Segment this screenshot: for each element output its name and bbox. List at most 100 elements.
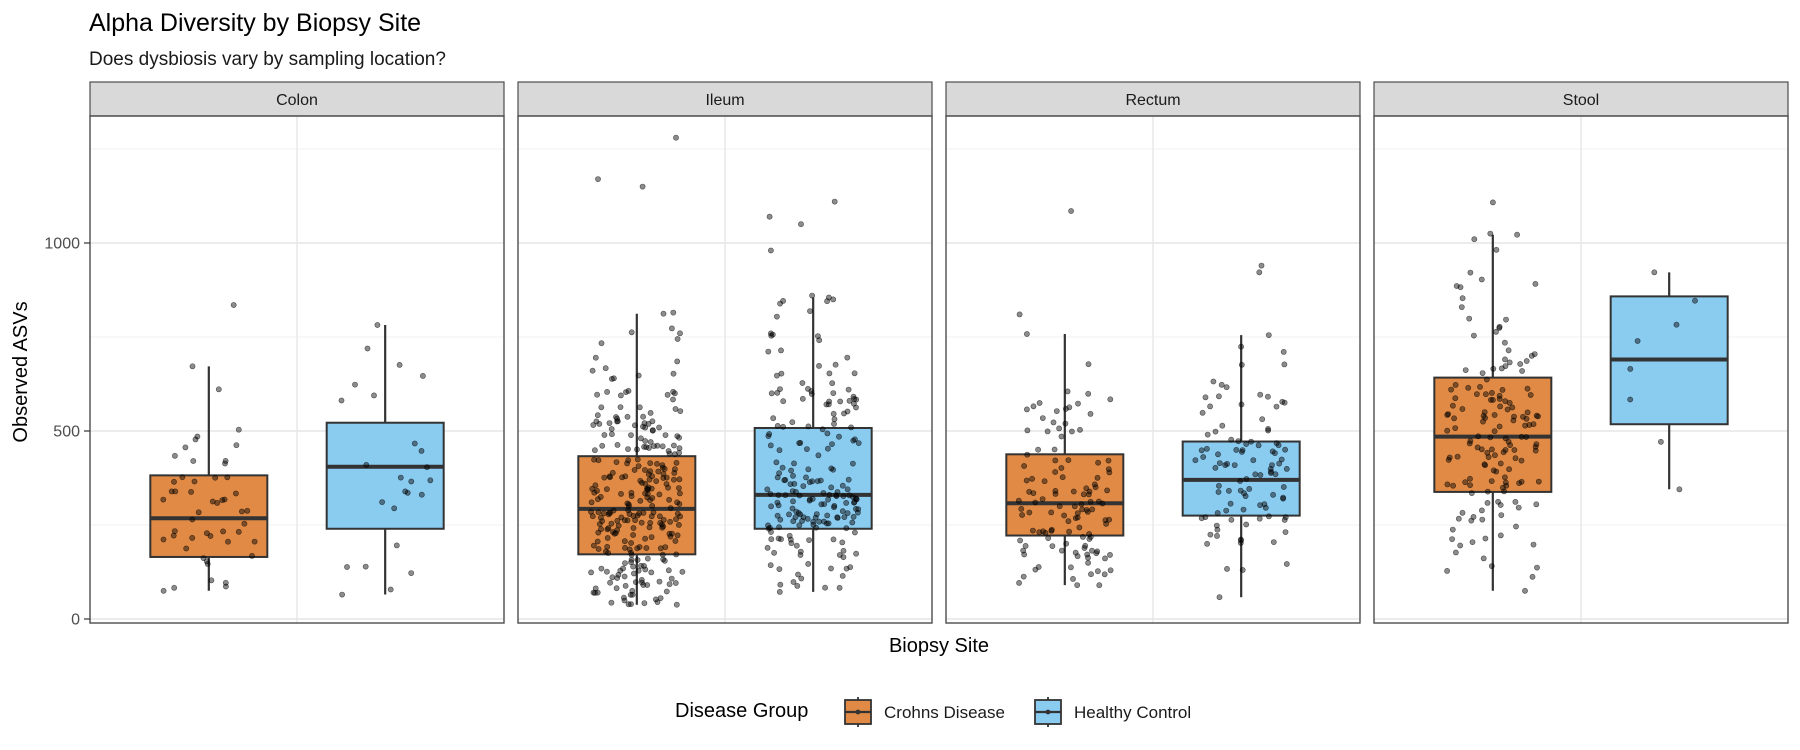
data-point bbox=[595, 176, 601, 182]
data-point bbox=[844, 486, 851, 493]
data-point bbox=[595, 509, 602, 516]
data-point bbox=[624, 500, 631, 507]
legend-key-point bbox=[855, 709, 861, 715]
data-point bbox=[674, 532, 681, 539]
data-point bbox=[804, 515, 811, 522]
data-point bbox=[790, 472, 796, 479]
data-point bbox=[1484, 488, 1491, 495]
data-point bbox=[1279, 398, 1286, 405]
data-point bbox=[1280, 495, 1286, 502]
data-point bbox=[1016, 311, 1023, 318]
data-point bbox=[660, 517, 667, 523]
data-point bbox=[821, 518, 827, 525]
data-point bbox=[767, 562, 774, 569]
data-point bbox=[1471, 332, 1477, 339]
data-point bbox=[594, 391, 600, 398]
data-point bbox=[1048, 526, 1055, 533]
data-point bbox=[1045, 535, 1052, 541]
data-point bbox=[843, 499, 850, 506]
data-point bbox=[1207, 403, 1213, 410]
data-point bbox=[1477, 383, 1483, 390]
data-point bbox=[1255, 442, 1262, 449]
data-point bbox=[844, 510, 851, 516]
data-point bbox=[1505, 347, 1512, 354]
y-tick-label: 500 bbox=[53, 424, 80, 441]
data-point bbox=[676, 485, 682, 491]
data-point bbox=[643, 444, 650, 450]
data-point bbox=[1516, 480, 1522, 486]
data-point bbox=[189, 363, 196, 370]
data-point bbox=[809, 292, 815, 299]
data-point bbox=[1480, 555, 1487, 562]
data-point bbox=[1017, 537, 1023, 544]
data-point bbox=[1049, 543, 1056, 549]
data-point bbox=[1467, 475, 1473, 482]
data-point bbox=[1268, 470, 1274, 476]
data-point bbox=[598, 514, 604, 521]
data-point bbox=[769, 331, 776, 338]
data-point bbox=[777, 516, 784, 523]
data-point bbox=[615, 522, 622, 529]
data-point bbox=[628, 601, 634, 607]
box-rectum-crohns-disease bbox=[1005, 208, 1125, 589]
data-point bbox=[836, 584, 843, 591]
data-point bbox=[1475, 433, 1482, 440]
data-point bbox=[625, 457, 632, 464]
data-point bbox=[1257, 472, 1264, 478]
data-point bbox=[1065, 518, 1072, 525]
data-point bbox=[374, 322, 381, 328]
data-point bbox=[656, 424, 662, 431]
data-point bbox=[824, 430, 831, 437]
data-point bbox=[624, 413, 631, 420]
data-point bbox=[1480, 412, 1487, 419]
data-point bbox=[1532, 280, 1539, 287]
data-point bbox=[1522, 587, 1528, 594]
data-point bbox=[646, 524, 653, 531]
data-point bbox=[820, 490, 827, 496]
data-point bbox=[235, 426, 242, 433]
data-point bbox=[1223, 384, 1230, 391]
data-point bbox=[1199, 409, 1206, 416]
data-point bbox=[774, 389, 781, 396]
data-point bbox=[630, 525, 637, 531]
data-point bbox=[789, 419, 796, 426]
data-point bbox=[771, 549, 777, 556]
data-point bbox=[1523, 358, 1530, 364]
data-point bbox=[786, 511, 792, 518]
data-point bbox=[1459, 509, 1466, 516]
data-point bbox=[221, 496, 228, 503]
data-point bbox=[1052, 469, 1059, 475]
data-point bbox=[1228, 436, 1235, 443]
data-point bbox=[1216, 482, 1222, 489]
data-point bbox=[590, 422, 597, 428]
data-point bbox=[1077, 426, 1083, 433]
data-point bbox=[1204, 431, 1211, 438]
data-point bbox=[1483, 391, 1489, 398]
data-point bbox=[1192, 457, 1199, 464]
data-point bbox=[828, 465, 835, 472]
data-point bbox=[777, 581, 784, 588]
data-point bbox=[1489, 389, 1495, 396]
data-point bbox=[852, 529, 858, 536]
data-point bbox=[670, 370, 677, 377]
data-point bbox=[1529, 573, 1536, 580]
data-point bbox=[839, 508, 846, 515]
data-point bbox=[649, 418, 656, 425]
data-point bbox=[1497, 532, 1504, 539]
data-point bbox=[618, 490, 624, 497]
data-point bbox=[663, 588, 670, 595]
data-point bbox=[208, 577, 215, 584]
facet-strip-label: Stool bbox=[1563, 92, 1599, 109]
data-point bbox=[1502, 339, 1508, 346]
data-point bbox=[1243, 521, 1250, 528]
data-point bbox=[1058, 465, 1065, 471]
data-point bbox=[659, 443, 666, 450]
data-point bbox=[609, 469, 616, 476]
data-point bbox=[673, 551, 680, 558]
data-point bbox=[1048, 509, 1055, 516]
data-point bbox=[650, 509, 657, 516]
data-point bbox=[1042, 530, 1049, 536]
data-point bbox=[776, 470, 782, 477]
data-point bbox=[639, 183, 646, 190]
data-point bbox=[676, 522, 682, 528]
